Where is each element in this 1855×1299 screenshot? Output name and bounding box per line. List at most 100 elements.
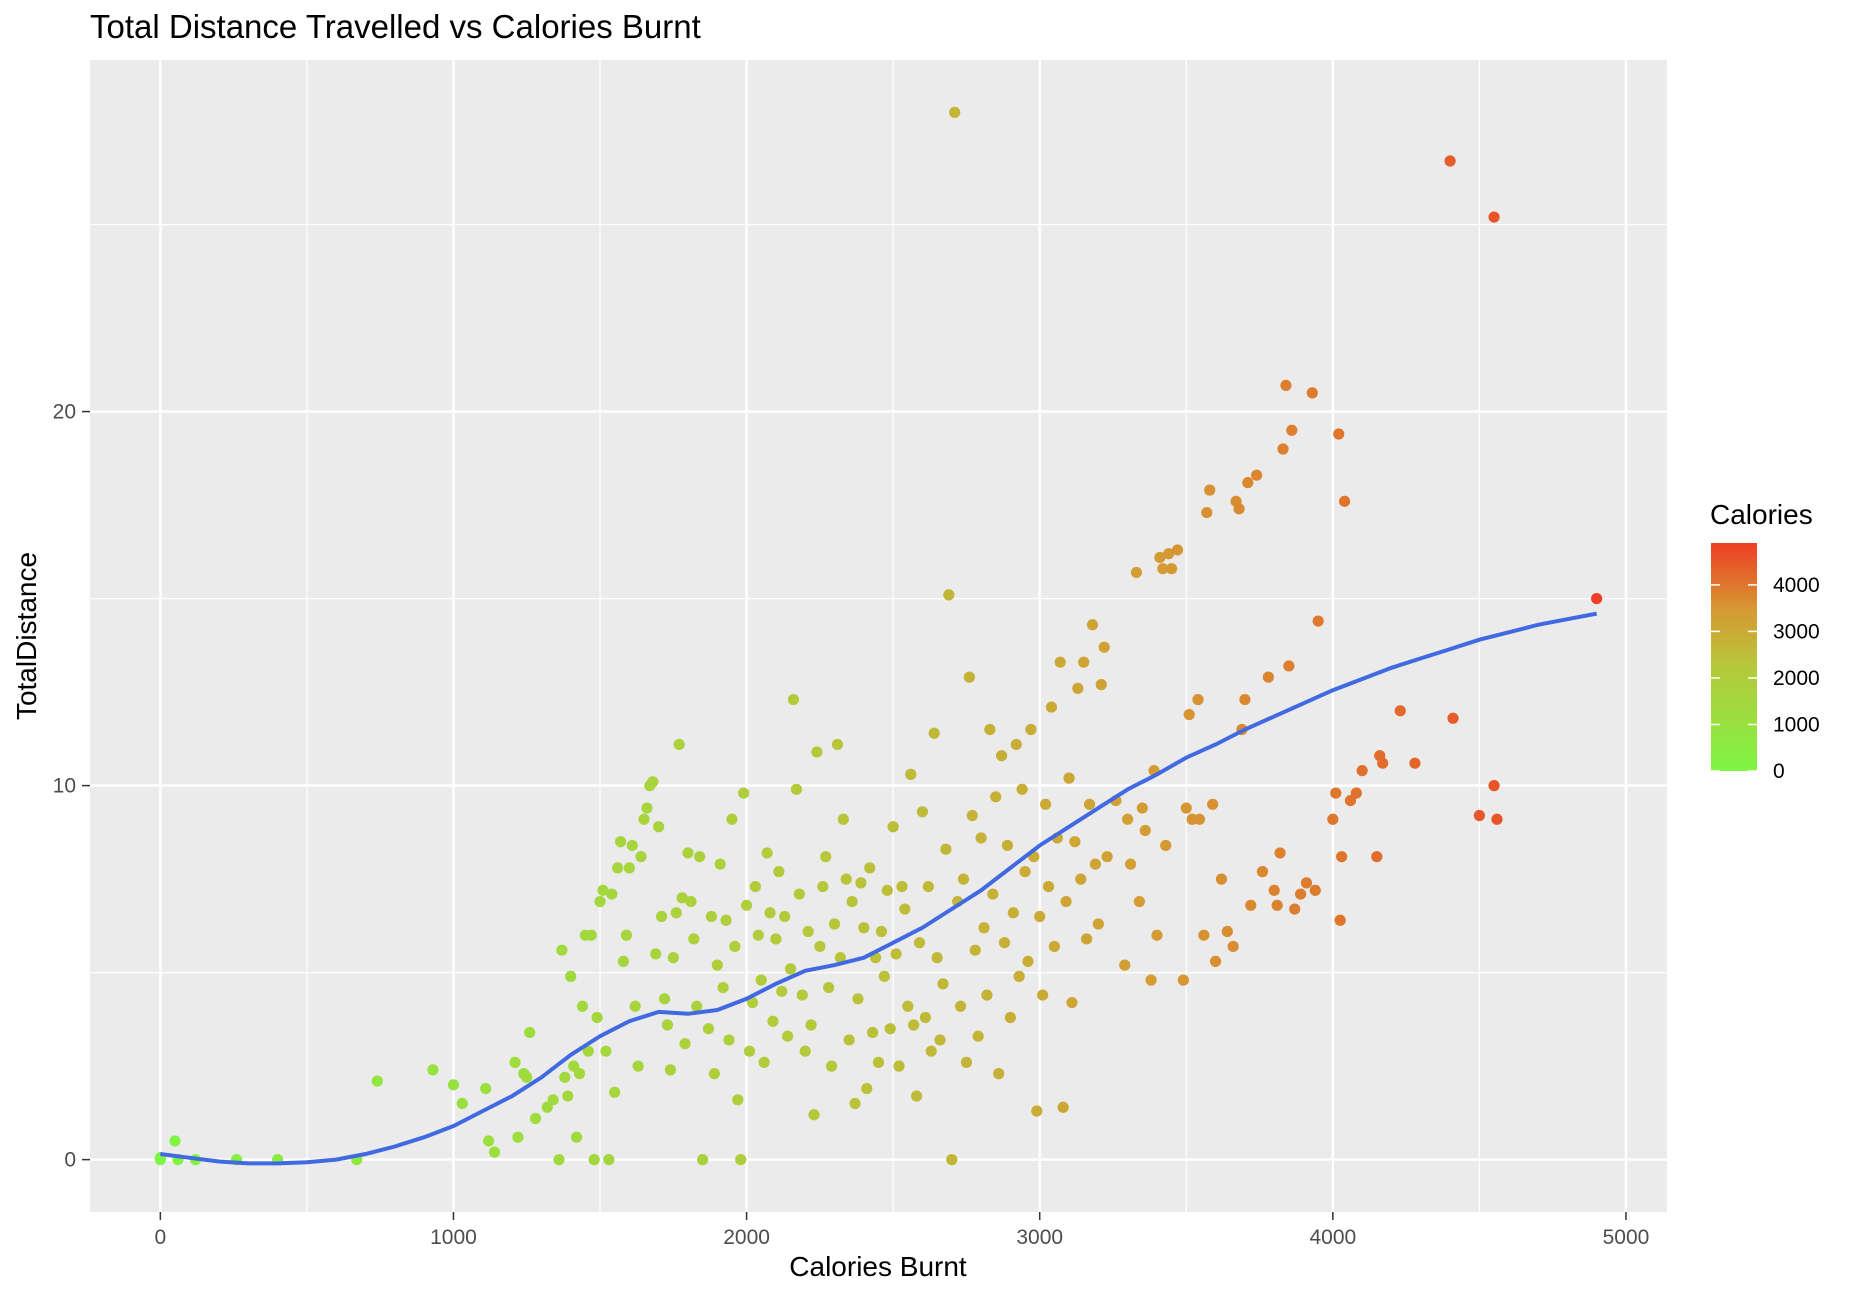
data-point [573, 1068, 586, 1080]
data-point [1163, 548, 1175, 560]
data-point [717, 981, 729, 994]
data-point [1221, 925, 1233, 938]
data-point [740, 899, 753, 911]
data-point [746, 996, 759, 1009]
data-point [922, 880, 934, 893]
x-tick-label: 3000 [1016, 1226, 1063, 1249]
data-point [1207, 798, 1219, 810]
data-point [872, 1056, 885, 1068]
data-point [1031, 1105, 1043, 1117]
data-point [1300, 877, 1313, 889]
data-point [1280, 379, 1292, 392]
data-point [1022, 955, 1034, 968]
data-point [1377, 757, 1389, 769]
data-point [1007, 907, 1019, 919]
data-point [925, 1045, 937, 1057]
data-point [1183, 708, 1195, 721]
data-point [667, 952, 679, 964]
data-point [655, 910, 668, 923]
data-point [1274, 847, 1286, 859]
data-point [1488, 780, 1500, 792]
data-point [773, 866, 785, 878]
data-point [1154, 551, 1166, 564]
data-point [1338, 495, 1351, 507]
data-point [963, 671, 975, 683]
data-point [1262, 671, 1274, 683]
data-point [603, 1154, 615, 1166]
data-point [755, 974, 767, 986]
data-point [990, 791, 1002, 803]
data-point [855, 877, 867, 889]
data-point [1233, 503, 1245, 515]
data-point [1083, 798, 1096, 810]
data-point [1045, 701, 1058, 713]
data-point [1166, 563, 1178, 575]
data-point [735, 1154, 747, 1166]
x-tick-label: 4000 [1309, 1226, 1356, 1249]
data-point [1488, 211, 1500, 223]
data-point [843, 1034, 855, 1046]
data-point [570, 1131, 583, 1143]
legend-tick-label: 3000 [1773, 620, 1820, 643]
data-point [1075, 873, 1087, 885]
data-point [887, 821, 899, 833]
data-point [996, 750, 1008, 762]
data-point [1333, 428, 1345, 440]
data-point [447, 1079, 460, 1091]
data-point [817, 880, 829, 893]
data-point [623, 862, 635, 874]
data-point [849, 1097, 861, 1110]
major-gridlines [90, 60, 1667, 1212]
data-point [688, 933, 700, 945]
legend-tick-label: 4000 [1773, 574, 1820, 597]
data-point [1072, 682, 1084, 694]
data-point [743, 1045, 756, 1057]
data-point [694, 851, 706, 863]
data-point [1060, 895, 1072, 908]
data-point [1095, 679, 1107, 691]
data-point [1491, 813, 1503, 825]
data-point [828, 918, 841, 930]
data-point [521, 1071, 533, 1083]
data-point [899, 903, 911, 915]
data-point [864, 862, 876, 874]
data-point [940, 843, 952, 855]
data-point [770, 933, 782, 945]
data-point [805, 1019, 817, 1031]
data-point [1004, 1011, 1017, 1024]
data-point [1081, 933, 1093, 945]
data-point [169, 1135, 181, 1147]
data-point [512, 1131, 524, 1143]
data-point [1447, 712, 1459, 724]
data-points [154, 106, 1603, 1166]
data-point [858, 922, 870, 934]
data-point [1309, 884, 1321, 896]
data-point [916, 806, 929, 818]
x-tick-label: 0 [155, 1226, 167, 1249]
data-point [1151, 929, 1163, 941]
y-axis-ticks: 0 10 20 [53, 401, 90, 1172]
data-point [729, 940, 741, 953]
data-point [852, 993, 864, 1005]
data-point [1139, 824, 1151, 837]
data-point [702, 1023, 715, 1035]
data-point [893, 1060, 905, 1072]
data-point [972, 1030, 984, 1042]
data-point [588, 1154, 600, 1166]
minor-gridlines [90, 60, 1667, 1212]
data-point [902, 1000, 914, 1012]
data-point [1409, 757, 1421, 769]
plot-panel [90, 60, 1667, 1212]
data-point [1204, 484, 1216, 496]
data-point [1209, 955, 1222, 968]
data-point [635, 851, 647, 863]
data-point [1010, 738, 1022, 751]
legend-ticks: 0 1000 2000 3000 4000 [1711, 574, 1820, 783]
data-point [752, 929, 764, 941]
data-point [1177, 974, 1189, 986]
data-point [811, 746, 823, 758]
x-axis-ticks: 0 1000 2000 3000 4000 5000 [155, 1212, 1649, 1249]
data-point [943, 589, 955, 601]
data-point [1198, 929, 1210, 941]
